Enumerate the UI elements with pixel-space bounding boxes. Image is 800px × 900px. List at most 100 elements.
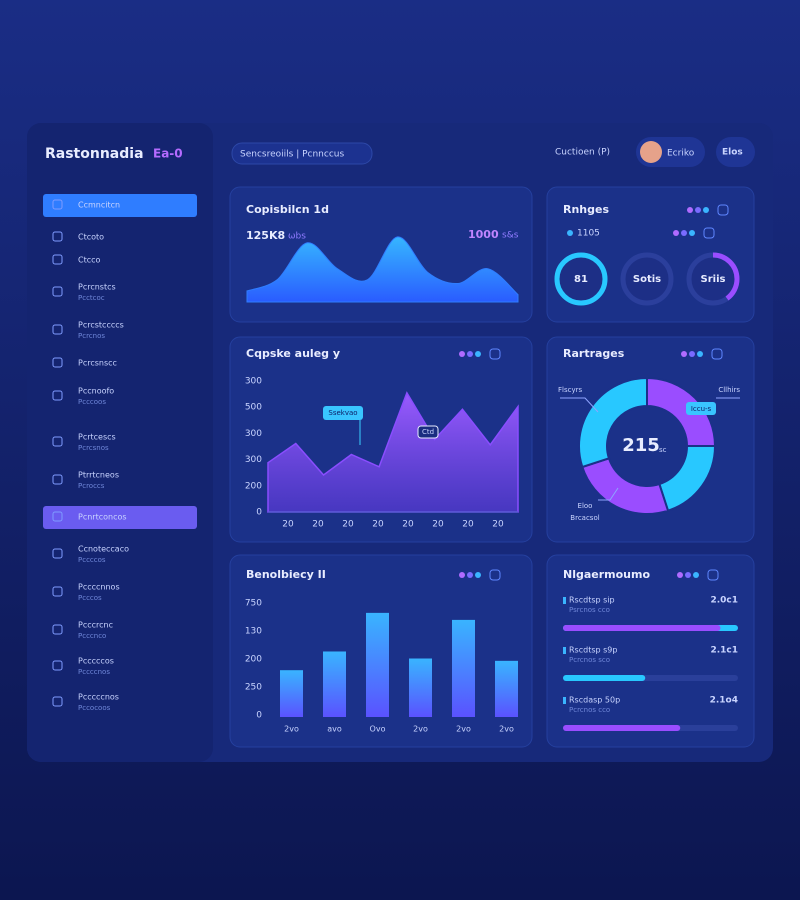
- x-tick-label: Ovo: [370, 725, 386, 734]
- y-tick-label: 0: [256, 711, 262, 721]
- donut-center: 215: [622, 435, 660, 456]
- y-tick-label: 300: [245, 455, 262, 465]
- bar: [452, 619, 475, 717]
- donut-label: Iccu-s: [691, 405, 712, 413]
- legend-dot: [695, 207, 701, 213]
- nav-active[interactable]: [43, 506, 197, 529]
- x-tick-label: 2vo: [413, 725, 428, 734]
- nav-label[interactable]: Pcrcstccccs: [78, 321, 124, 330]
- nav-label[interactable]: Pcrtcescs: [78, 433, 116, 442]
- nav-icon: [52, 199, 63, 210]
- nav-label[interactable]: Pccnoofo: [78, 387, 114, 396]
- tooltip-text: Ssekvao: [328, 409, 357, 417]
- nav-label[interactable]: Ccmncitcn: [78, 201, 120, 210]
- nav-sub: Pccccos: [78, 556, 106, 564]
- card-menu[interactable]: [489, 569, 501, 581]
- ring-label: Sriis: [701, 274, 726, 285]
- card-title: Rartrages: [563, 347, 625, 360]
- card-title: Cqpske auleg y: [246, 347, 340, 360]
- nav-sub: Pcctcoc: [78, 294, 105, 302]
- x-tick-label: 20: [312, 520, 324, 530]
- kpi-unit: s&s: [502, 231, 519, 241]
- nav-label[interactable]: Pcrcsnscc: [78, 359, 117, 368]
- legend-dot: [677, 572, 683, 578]
- nav-label[interactable]: Ctcco: [78, 256, 101, 265]
- tooltip-text: Ctd: [422, 428, 434, 436]
- donut-label: Cllhirs: [718, 386, 740, 394]
- bar: [495, 660, 518, 717]
- card-menu[interactable]: [703, 227, 715, 239]
- ring-progress: [554, 252, 608, 306]
- card-menu[interactable]: [707, 569, 719, 581]
- legend-dot: [673, 230, 679, 236]
- card-menu[interactable]: [711, 348, 723, 360]
- legend-dot: [459, 572, 465, 578]
- nav-label[interactable]: Ptrrtcneos: [78, 471, 119, 480]
- bar: [323, 651, 346, 717]
- legend-dot: [685, 572, 691, 578]
- y-tick-label: 500: [245, 403, 262, 413]
- nav-sub: Pcccos: [78, 594, 102, 602]
- donut-label: Eloo: [578, 502, 593, 510]
- legend-dot: [687, 207, 693, 213]
- nav-icon: [52, 624, 63, 635]
- nav-label[interactable]: Ccnoteccaco: [78, 545, 129, 554]
- user-name: Ecriko: [667, 149, 695, 159]
- y-tick-label: 200: [245, 655, 262, 665]
- card: [546, 554, 755, 748]
- donut-label: Brcacsol: [570, 514, 599, 522]
- nav-icon: [52, 436, 63, 447]
- legend-dot: [697, 351, 703, 357]
- card-menu[interactable]: [489, 348, 501, 360]
- y-tick-label: 300: [245, 429, 262, 439]
- sidebar: [27, 123, 213, 762]
- search-box[interactable]: [231, 142, 373, 165]
- leader-line: [560, 397, 599, 413]
- y-tick-label: 0: [256, 508, 262, 518]
- nav-sub: Pccocoos: [78, 704, 111, 712]
- nav-sub: Pcroccs: [78, 482, 105, 490]
- row-icon: [563, 647, 566, 654]
- nav-icon: [52, 474, 63, 485]
- nav-label[interactable]: Pcccrcnc: [78, 621, 113, 630]
- nav-label[interactable]: Pcnrtconcos: [78, 513, 127, 522]
- nav-sub: Pcccnco: [78, 632, 106, 640]
- row-sub: Psrcnos cco: [569, 606, 610, 614]
- nav-label[interactable]: Ctcoto: [78, 233, 104, 242]
- legend-dot: [703, 207, 709, 213]
- leader-line: [598, 487, 619, 501]
- nav-icon: [52, 696, 63, 707]
- nav-icon: [52, 390, 63, 401]
- nav-label[interactable]: Pcccccos: [78, 657, 114, 666]
- x-tick-label: avo: [327, 725, 342, 734]
- nav-sub: Pccccnos: [78, 668, 110, 676]
- progress-bar: [563, 625, 721, 631]
- nav-icon: [52, 660, 63, 671]
- nav-active[interactable]: [43, 194, 197, 217]
- row-value: 2.1o4: [710, 696, 738, 706]
- nav-label[interactable]: Pccccnnos: [78, 583, 120, 592]
- progress-bar: [563, 725, 681, 731]
- card-menu[interactable]: [717, 204, 729, 216]
- x-tick-label: 2vo: [456, 725, 471, 734]
- card-title: Rnhges: [563, 203, 609, 216]
- nav-label[interactable]: Pcrcnstcs: [78, 283, 116, 292]
- legend-dot: [475, 572, 481, 578]
- nav-icon: [52, 357, 63, 368]
- y-tick-label: 200: [245, 481, 262, 491]
- legend-text: 1105: [577, 229, 600, 239]
- legend-dot: [681, 351, 687, 357]
- row-icon: [563, 697, 566, 704]
- x-tick-label: 2vo: [499, 725, 514, 734]
- nav-label[interactable]: Pcccccnos: [78, 693, 119, 702]
- row-value: 2.0c1: [710, 596, 738, 606]
- nav-icon: [52, 548, 63, 559]
- legend-dot: [475, 351, 481, 357]
- badge-pill[interactable]: [716, 137, 755, 167]
- row-label: Rscdasp 50p: [569, 696, 620, 705]
- tooltip: [323, 406, 363, 420]
- search-text: Sencsreoiils | Pcnnccus: [240, 150, 344, 160]
- donut-segment: [578, 376, 648, 469]
- nav-sub: Pcrcnos: [78, 332, 105, 340]
